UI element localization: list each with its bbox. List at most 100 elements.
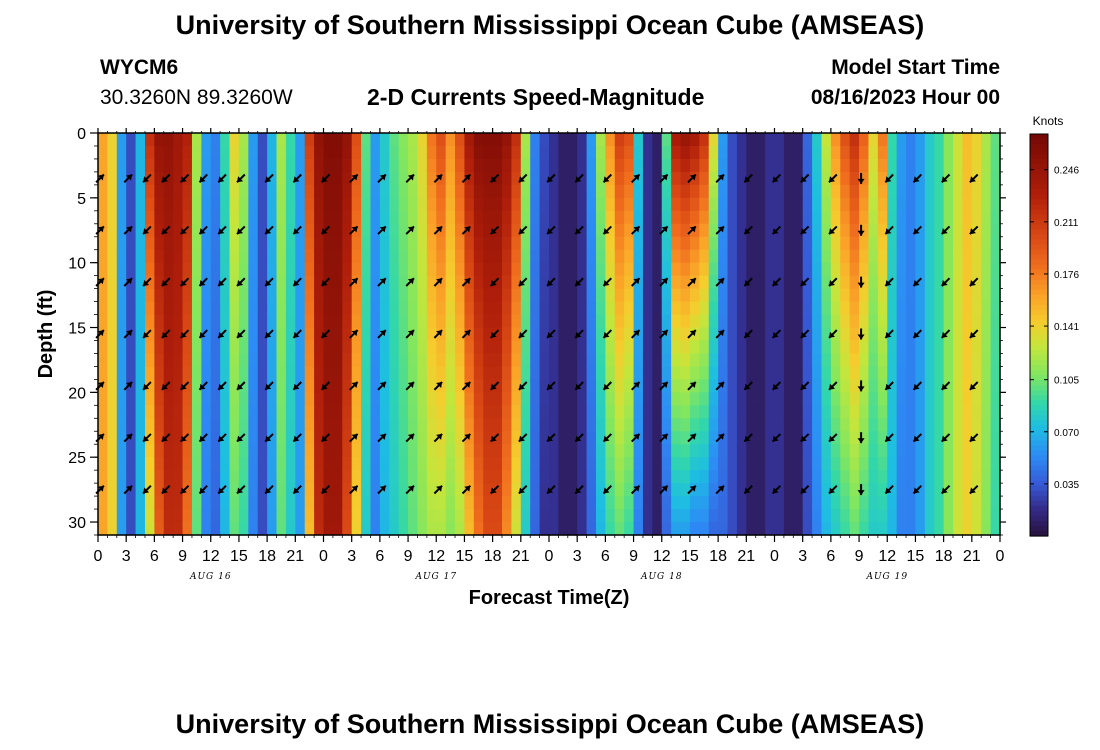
heatmap-cell bbox=[624, 314, 635, 329]
heatmap-cell bbox=[257, 483, 268, 497]
heatmap-cell bbox=[849, 496, 860, 510]
heatmap-cell bbox=[342, 431, 353, 445]
heatmap-cell bbox=[624, 275, 635, 290]
heatmap-cell bbox=[671, 236, 682, 251]
heatmap-cell bbox=[483, 158, 494, 173]
arrow-head bbox=[265, 331, 272, 338]
heatmap-cell bbox=[614, 158, 625, 173]
heatmap-cell bbox=[220, 133, 231, 147]
heatmap-cell bbox=[98, 210, 108, 225]
heatmap-cell bbox=[812, 288, 823, 303]
heatmap-cell bbox=[361, 353, 372, 368]
heatmap-cell bbox=[342, 197, 353, 212]
current-arrow bbox=[123, 225, 133, 235]
arrow-head bbox=[490, 383, 497, 390]
heatmap-cell bbox=[840, 470, 851, 484]
current-arrow bbox=[828, 484, 838, 495]
heatmap-cell bbox=[248, 236, 259, 251]
heatmap-cell bbox=[614, 197, 625, 212]
heatmap-cell bbox=[887, 431, 898, 445]
heatmap-cell bbox=[746, 366, 757, 380]
heatmap-cell bbox=[887, 210, 898, 225]
heatmap-cell bbox=[915, 301, 926, 316]
heatmap-cell bbox=[821, 184, 832, 199]
arrow-head bbox=[379, 330, 386, 337]
current-arrow bbox=[123, 329, 133, 339]
heatmap-cell bbox=[887, 457, 898, 471]
heatmap-cell bbox=[906, 522, 917, 536]
heatmap-cell bbox=[483, 145, 494, 160]
heatmap-cell bbox=[314, 288, 325, 303]
heatmap-cell bbox=[332, 483, 343, 497]
heatmap-cell bbox=[361, 470, 372, 484]
arrow-head bbox=[293, 331, 300, 338]
colorbar-segment bbox=[1030, 380, 1048, 386]
heatmap-cell bbox=[210, 236, 221, 251]
heatmap-cell bbox=[511, 379, 522, 393]
heatmap-cell bbox=[953, 340, 964, 355]
heatmap-cell bbox=[163, 301, 174, 316]
heatmap-cell bbox=[642, 470, 653, 484]
arrow-head bbox=[633, 330, 640, 337]
heatmap-cell bbox=[445, 444, 456, 458]
heatmap-cell bbox=[304, 236, 315, 251]
current-arrow bbox=[659, 173, 669, 184]
heatmap-cell bbox=[144, 197, 155, 212]
heatmap-cell bbox=[887, 275, 898, 290]
heatmap-cell bbox=[285, 340, 296, 355]
heatmap-cell bbox=[408, 405, 419, 419]
heatmap-cell bbox=[727, 158, 738, 173]
heatmap-cell bbox=[689, 509, 700, 523]
heatmap-cell bbox=[990, 314, 1001, 329]
heatmap-cell bbox=[351, 392, 362, 406]
heatmap-cell bbox=[877, 210, 888, 225]
heatmap-cell bbox=[511, 133, 522, 147]
heatmap-cell bbox=[379, 470, 390, 484]
heatmap-cell bbox=[295, 496, 306, 510]
arrow-head bbox=[518, 176, 525, 183]
heatmap-cell bbox=[943, 483, 954, 497]
current-arrow bbox=[489, 381, 500, 391]
heatmap-cell bbox=[332, 262, 343, 277]
heatmap-cell bbox=[210, 457, 221, 471]
heatmap-cell bbox=[727, 509, 738, 523]
arrow-head bbox=[464, 433, 471, 440]
heatmap-cell bbox=[135, 184, 146, 199]
heatmap-cell bbox=[689, 301, 700, 316]
heatmap-cell bbox=[201, 353, 212, 368]
heatmap-cell bbox=[943, 327, 954, 342]
heatmap-cell bbox=[859, 197, 870, 212]
heatmap-cell bbox=[163, 522, 174, 536]
heatmap-cell bbox=[267, 522, 278, 536]
heatmap-cell bbox=[464, 236, 475, 251]
heatmap-cell bbox=[567, 133, 578, 147]
colorbar-segment bbox=[1030, 229, 1048, 236]
heatmap-cell bbox=[718, 262, 729, 277]
heatmap-cell bbox=[285, 483, 296, 497]
heatmap-cell bbox=[774, 431, 785, 445]
colorbar-segment bbox=[1030, 460, 1048, 467]
heatmap-cell bbox=[182, 171, 193, 186]
heatmap-cell bbox=[229, 288, 240, 303]
arrow-head bbox=[969, 487, 976, 494]
heatmap-cell bbox=[220, 327, 231, 342]
arrow-head bbox=[379, 433, 386, 440]
heatmap-cell bbox=[840, 431, 851, 445]
heatmap-cell bbox=[558, 353, 569, 368]
heatmap-cell bbox=[144, 262, 155, 277]
heatmap-cell bbox=[953, 145, 964, 160]
current-arrow bbox=[715, 173, 725, 184]
heatmap-cell bbox=[577, 366, 588, 380]
heatmap-cell bbox=[558, 275, 569, 290]
heatmap-cell bbox=[530, 301, 541, 316]
heatmap-cell bbox=[868, 470, 879, 484]
current-arrow bbox=[884, 173, 894, 184]
colorbar-segment bbox=[1030, 415, 1048, 422]
heatmap-cell bbox=[351, 197, 362, 212]
arrow-head bbox=[603, 176, 610, 183]
heatmap-cell bbox=[502, 470, 513, 484]
heatmap-cell bbox=[699, 509, 710, 523]
arrow-head bbox=[969, 228, 976, 235]
current-arrow bbox=[179, 433, 190, 443]
heatmap-cell bbox=[126, 366, 137, 380]
